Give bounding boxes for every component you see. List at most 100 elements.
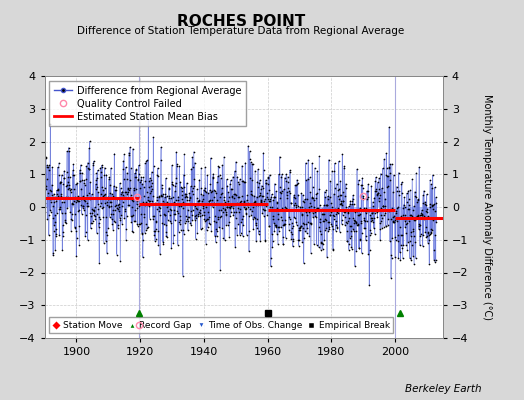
- Point: [339, 212, 347, 218]
- Point: [218, 162, 226, 168]
- Point: [386, 238, 394, 244]
- Point: [100, 240, 108, 246]
- Point: [60, 168, 68, 174]
- Point: [291, 200, 299, 206]
- Point: [305, 199, 314, 206]
- Point: [205, 219, 213, 226]
- Point: [378, 214, 386, 221]
- Point: [247, 212, 255, 218]
- Point: [413, 199, 421, 205]
- Point: [85, 138, 94, 145]
- Point: [343, 228, 352, 234]
- Point: [118, 188, 126, 195]
- Point: [194, 198, 202, 204]
- Point: [177, 227, 185, 234]
- Point: [293, 176, 301, 183]
- Point: [411, 239, 420, 245]
- Point: [186, 220, 194, 226]
- Point: [388, 235, 397, 241]
- Point: [78, 205, 86, 211]
- Point: [178, 185, 186, 192]
- Point: [76, 178, 84, 184]
- Point: [64, 194, 72, 200]
- Text: ROCHES POINT: ROCHES POINT: [177, 14, 305, 29]
- Point: [106, 199, 115, 205]
- Point: [410, 217, 419, 223]
- Point: [411, 193, 419, 199]
- Point: [329, 226, 337, 232]
- Point: [161, 212, 169, 219]
- Point: [55, 232, 63, 238]
- Point: [176, 217, 184, 224]
- Point: [270, 194, 278, 200]
- Point: [419, 232, 428, 238]
- Point: [313, 204, 322, 211]
- Point: [48, 164, 57, 170]
- Point: [235, 200, 244, 207]
- Point: [61, 219, 69, 225]
- Point: [122, 237, 130, 244]
- Point: [90, 208, 99, 214]
- Point: [339, 189, 347, 196]
- Point: [411, 255, 420, 262]
- Point: [104, 224, 113, 231]
- Point: [67, 185, 75, 192]
- Point: [401, 204, 409, 210]
- Point: [88, 206, 96, 212]
- Point: [110, 183, 118, 189]
- Point: [198, 202, 206, 209]
- Point: [317, 240, 325, 247]
- Point: [84, 190, 93, 196]
- Point: [256, 191, 264, 198]
- Point: [321, 226, 330, 233]
- Point: [119, 194, 128, 200]
- Point: [58, 210, 66, 216]
- Point: [309, 214, 317, 220]
- Point: [159, 198, 167, 204]
- Point: [219, 209, 227, 215]
- Point: [121, 206, 129, 212]
- Point: [352, 220, 360, 226]
- Point: [355, 212, 363, 218]
- Point: [173, 242, 182, 248]
- Point: [328, 168, 336, 174]
- Point: [72, 228, 80, 234]
- Point: [251, 167, 259, 174]
- Point: [79, 193, 87, 200]
- Point: [396, 257, 405, 263]
- Point: [246, 175, 254, 182]
- Point: [59, 232, 67, 239]
- Point: [146, 175, 154, 181]
- Point: [82, 176, 91, 182]
- Point: [183, 180, 191, 186]
- Point: [87, 213, 95, 219]
- Point: [151, 236, 160, 242]
- Point: [298, 238, 307, 245]
- Point: [420, 214, 429, 220]
- Point: [91, 204, 99, 211]
- Point: [247, 176, 256, 183]
- Point: [182, 194, 191, 200]
- Point: [82, 229, 90, 236]
- Point: [298, 212, 306, 218]
- Point: [283, 195, 292, 202]
- Point: [380, 156, 388, 163]
- Point: [187, 222, 195, 228]
- Point: [48, 203, 57, 209]
- Point: [83, 192, 91, 198]
- Point: [143, 188, 151, 195]
- Point: [292, 182, 301, 189]
- Point: [388, 214, 397, 220]
- Point: [314, 207, 322, 214]
- Point: [77, 196, 85, 202]
- Point: [264, 174, 272, 180]
- Point: [188, 154, 196, 160]
- Point: [118, 199, 127, 205]
- Point: [186, 194, 194, 200]
- Point: [165, 195, 173, 201]
- Point: [199, 192, 207, 199]
- Point: [404, 239, 412, 245]
- Point: [97, 162, 106, 168]
- Point: [208, 197, 216, 204]
- Point: [356, 220, 365, 226]
